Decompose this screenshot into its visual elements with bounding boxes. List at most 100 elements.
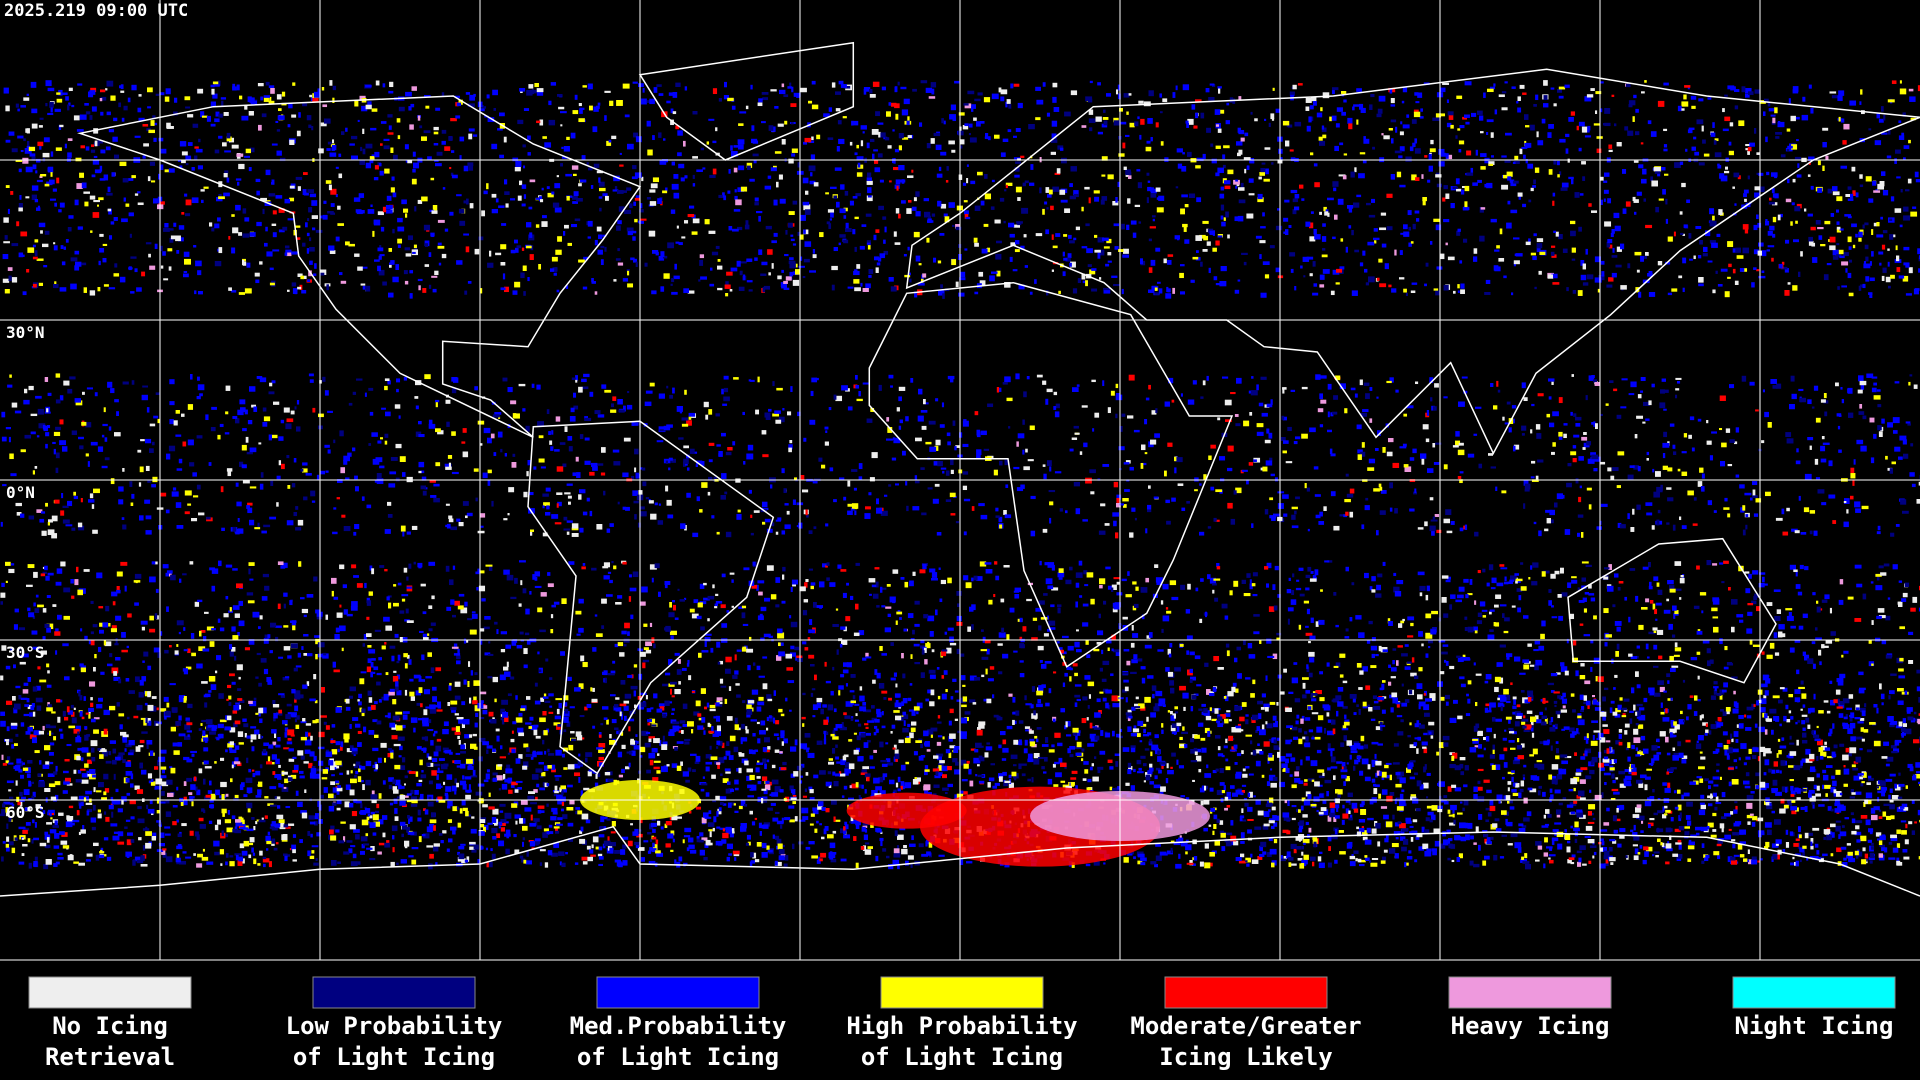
icing-pixel	[671, 814, 678, 821]
icing-pixel	[1842, 754, 1849, 761]
icing-pixel	[456, 782, 460, 788]
icing-pixel	[772, 834, 775, 839]
icing-pixel	[1484, 855, 1490, 860]
icing-pixel	[1610, 700, 1615, 704]
icing-pixel	[999, 716, 1003, 721]
icing-pixel	[840, 759, 847, 766]
icing-pixel	[53, 771, 58, 775]
icing-pixel	[1569, 727, 1575, 732]
icing-pixel	[1814, 738, 1821, 742]
icing-pixel	[598, 762, 604, 767]
icing-pixel	[1389, 774, 1392, 781]
icing-pixel	[563, 711, 570, 717]
icing-pixel	[747, 784, 754, 789]
icing-pixel	[781, 741, 784, 746]
icing-pixel	[1112, 730, 1115, 737]
icing-pixel	[59, 831, 65, 835]
icing-pixel	[67, 710, 73, 715]
icing-pixel	[1349, 754, 1352, 760]
icing-pixel	[886, 855, 890, 859]
icing-pixel	[779, 751, 783, 754]
icing-pixel	[62, 710, 66, 717]
icing-pixel	[705, 792, 710, 797]
icing-pixel	[893, 851, 901, 858]
icing-pixel	[535, 838, 541, 842]
icing-pixel	[704, 816, 712, 819]
icing-pixel	[211, 725, 218, 729]
icing-pixel	[1310, 694, 1315, 698]
icing-pixel	[954, 769, 961, 775]
icing-pixel	[358, 768, 361, 773]
icing-pixel	[296, 715, 300, 720]
icing-pixel	[1637, 751, 1645, 756]
icing-pixel	[109, 740, 117, 744]
icing-pixel	[1800, 708, 1803, 711]
icing-pixel	[767, 849, 773, 853]
icing-pixel	[515, 695, 518, 700]
icing-pixel	[78, 795, 84, 800]
icing-pixel	[1371, 741, 1379, 745]
icing-pixel	[862, 766, 870, 770]
icing-pixel	[365, 833, 369, 837]
icing-pixel	[444, 749, 452, 754]
icing-pixel	[460, 843, 466, 846]
icing-pixel	[560, 785, 566, 790]
icing-pixel	[1155, 767, 1161, 771]
icing-pixel	[1764, 729, 1768, 735]
icing-pixel	[1175, 863, 1182, 869]
icing-pixel	[1657, 798, 1661, 801]
icing-pixel	[749, 788, 754, 791]
icing-pixel	[1678, 719, 1685, 725]
icing-pixel	[1897, 700, 1904, 705]
icing-pixel	[1906, 707, 1913, 712]
icing-pixel	[1345, 776, 1350, 782]
icing-pixel	[1577, 719, 1585, 726]
icing-pixel	[1786, 755, 1790, 758]
icing-pixel	[1577, 732, 1580, 735]
icing-pixel	[1823, 774, 1829, 781]
icing-pixel	[360, 836, 368, 842]
icing-pixel	[13, 707, 18, 714]
icing-pixel	[527, 795, 535, 801]
icing-pixel	[978, 721, 986, 726]
icing-pixel	[1635, 807, 1642, 813]
icing-pixel	[205, 693, 211, 698]
icing-pixel	[541, 772, 546, 777]
icing-pixel	[515, 717, 523, 723]
icing-pixel	[303, 761, 309, 764]
icing-pixel	[895, 759, 898, 762]
icing-pixel	[1182, 726, 1185, 731]
icing-pixel	[827, 771, 832, 775]
icing-pixel	[963, 763, 969, 769]
icing-pixel	[747, 795, 754, 798]
icing-pixel	[1313, 796, 1320, 802]
icing-pixel	[132, 859, 136, 866]
icing-pixel	[592, 836, 599, 843]
icing-pixel	[1116, 733, 1121, 738]
icing-pixel	[1170, 711, 1173, 715]
icing-pixel	[1848, 753, 1852, 757]
icing-pixel	[1183, 706, 1186, 711]
icing-pixel	[0, 711, 6, 716]
icing-pixel	[263, 863, 266, 868]
icing-pixel	[1454, 765, 1461, 771]
icing-pixel	[563, 729, 567, 733]
icing-pixel	[1330, 808, 1335, 814]
icing-pixel	[647, 719, 653, 723]
icing-pixel	[2, 762, 7, 766]
icing-pixel	[1228, 719, 1232, 722]
icing-pixel	[954, 718, 959, 721]
icing-pixel	[1410, 796, 1417, 800]
icing-pixel	[588, 769, 594, 772]
icing-pixel	[436, 709, 443, 712]
icing-pixel	[1855, 704, 1860, 711]
icing-pixel	[1562, 797, 1567, 801]
icing-pixel	[758, 822, 762, 829]
icing-pixel	[103, 728, 108, 735]
icing-pixel	[1739, 854, 1745, 858]
icing-pixel	[1485, 736, 1490, 742]
icing-pixel	[1764, 748, 1771, 754]
icing-pixel	[752, 852, 757, 859]
icing-pixel	[1508, 800, 1513, 804]
icing-pixel	[466, 790, 471, 793]
